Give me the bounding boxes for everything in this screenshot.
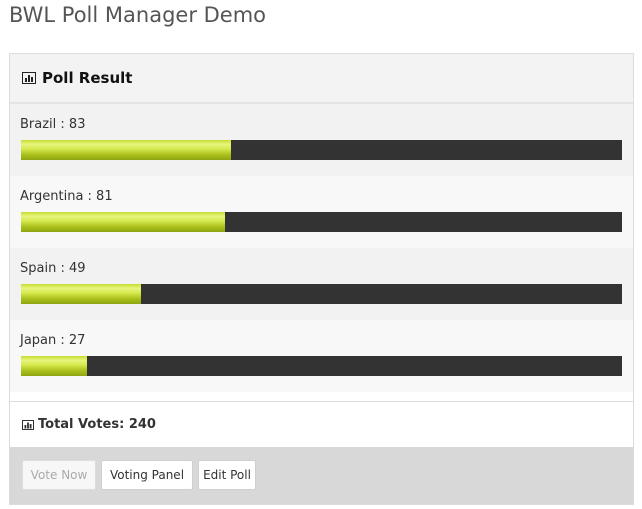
- result-bar-fill: [21, 356, 88, 376]
- total-votes: Total Votes: 240: [10, 401, 633, 447]
- poll-actions: Vote Now Voting Panel Edit Poll: [10, 447, 633, 504]
- vote-now-button[interactable]: Vote Now: [22, 460, 96, 490]
- voting-panel-button[interactable]: Voting Panel: [101, 460, 193, 490]
- result-label: Japan : 27: [20, 333, 86, 348]
- result-bar-track: [21, 212, 622, 232]
- result-bar-fill: [21, 284, 142, 304]
- result-bar-track: [21, 356, 622, 376]
- page-title: BWL Poll Manager Demo: [9, 3, 267, 27]
- poll-header: Poll Result: [10, 54, 633, 104]
- total-votes-label: Total Votes: 240: [38, 417, 156, 432]
- result-label: Spain : 49: [20, 261, 86, 276]
- result-bar-track: [21, 284, 622, 304]
- result-label: Brazil : 83: [20, 117, 86, 132]
- poll-results-list: Brazil : 83 Argentina : 81 Spain : 49 Ja…: [10, 104, 633, 392]
- poll-result-row: Brazil : 83: [10, 104, 633, 176]
- edit-poll-button[interactable]: Edit Poll: [198, 460, 256, 490]
- poll-heading: Poll Result: [42, 69, 133, 87]
- bar-chart-icon: [22, 72, 36, 84]
- bar-chart-icon: [22, 420, 34, 430]
- result-bar-track: [21, 140, 622, 160]
- result-label: Argentina : 81: [20, 189, 113, 204]
- result-bar-fill: [21, 140, 232, 160]
- poll-result-row: Spain : 49: [10, 248, 633, 320]
- result-bar-fill: [21, 212, 226, 232]
- poll-panel: Poll Result Brazil : 83 Argentina : 81 S…: [9, 53, 634, 505]
- poll-result-row: Argentina : 81: [10, 176, 633, 248]
- poll-result-row: Japan : 27: [10, 320, 633, 392]
